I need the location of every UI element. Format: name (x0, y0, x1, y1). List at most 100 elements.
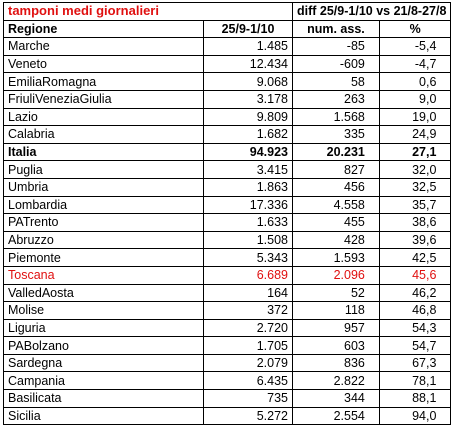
cell-period: 1.863 (203, 177, 293, 197)
cell-period: 12.434 (203, 54, 293, 74)
table-row: Puglia 3.415 827 32,0 (3, 160, 452, 179)
cell-pct: 0,6 (378, 72, 452, 91)
cell-abs: 52 (292, 283, 380, 303)
cell-region: PABolzano (3, 336, 204, 355)
cell-period: 6.435 (203, 371, 293, 391)
cell-pct: 38,6 (378, 213, 452, 232)
cell-period: 1.633 (203, 213, 293, 232)
table-row: Umbria 1.863 456 32,5 (3, 177, 452, 197)
cell-abs: 58 (292, 72, 380, 91)
title-row: tamponi medi giornalieri diff 25/9-1/10 … (3, 2, 452, 21)
table-row: EmiliaRomagna 9.068 58 0,6 (3, 72, 452, 91)
cell-pct: 19,0 (378, 107, 452, 127)
table-row: Piemonte 5.343 1.593 42,5 (3, 248, 452, 267)
cell-pct: 35,7 (378, 195, 452, 215)
cell-pct: 94,0 (378, 406, 452, 425)
table-row: Campania 6.435 2.822 78,1 (3, 371, 452, 391)
cell-abs: 1.568 (292, 107, 380, 127)
cell-abs: 344 (292, 389, 380, 408)
table-row: PATrento 1.633 455 38,6 (3, 213, 452, 232)
header-abs: num. ass. (292, 19, 380, 39)
table-row: Italia 94.923 20.231 27,1 (3, 142, 452, 162)
cell-period: 17.336 (203, 195, 293, 215)
cell-region: Umbria (3, 177, 204, 197)
header-row: Regione 25/9-1/10 num. ass. % (3, 19, 452, 39)
cell-abs: 335 (292, 125, 380, 144)
cell-period: 1.485 (203, 37, 293, 56)
cell-abs: 263 (292, 89, 380, 109)
cell-region: Sardegna (3, 353, 204, 373)
table-row: Sardegna 2.079 836 67,3 (3, 353, 452, 373)
table-row: PABolzano 1.705 603 54,7 (3, 336, 452, 355)
cell-period: 94.923 (203, 142, 293, 162)
cell-abs: 836 (292, 353, 380, 373)
cell-pct: 78,1 (378, 371, 452, 391)
cell-abs: 4.558 (292, 195, 380, 215)
cell-abs: 428 (292, 230, 380, 250)
diff-header: diff 25/9-1/10 vs 21/8-27/8 (291, 2, 452, 21)
cell-period: 2.079 (203, 353, 293, 373)
cell-period: 1.508 (203, 230, 293, 250)
table-row: Calabria 1.682 335 24,9 (3, 125, 452, 144)
table-row: Lombardia 17.336 4.558 35,7 (3, 195, 452, 215)
cell-abs: 455 (292, 213, 380, 232)
table-row: ValledAosta 164 52 46,2 (3, 283, 452, 303)
cell-abs: 827 (292, 160, 380, 179)
cell-region: Piemonte (3, 248, 204, 267)
cell-period: 735 (203, 389, 293, 408)
table-row: Marche 1.485 -85 -5,4 (3, 37, 452, 56)
cell-abs: 2.822 (292, 371, 380, 391)
table-row: Lazio 9.809 1.568 19,0 (3, 107, 452, 127)
cell-pct: 54,3 (378, 318, 452, 338)
cell-abs: 2.554 (292, 406, 380, 425)
cell-region: Marche (3, 37, 204, 56)
daily-tests-table: tamponi medi giornalieri diff 25/9-1/10 … (3, 2, 452, 425)
cell-pct: -4,7 (378, 54, 452, 74)
cell-region: Abruzzo (3, 230, 204, 250)
header-pct: % (378, 19, 452, 39)
cell-period: 3.415 (203, 160, 293, 179)
table-container: tamponi medi giornalieri diff 25/9-1/10 … (3, 2, 452, 425)
cell-region: Veneto (3, 54, 204, 74)
cell-abs: 957 (292, 318, 380, 338)
cell-pct: 54,7 (378, 336, 452, 355)
cell-pct: 67,3 (378, 353, 452, 373)
cell-region: ValledAosta (3, 283, 204, 303)
cell-region: Molise (3, 301, 204, 320)
cell-region: Basilicata (3, 389, 204, 408)
table-title: tamponi medi giornalieri (3, 2, 293, 21)
cell-abs: 603 (292, 336, 380, 355)
cell-region: Italia (3, 142, 204, 162)
cell-pct: 9,0 (378, 89, 452, 109)
table-row: FriuliVeneziaGiulia 3.178 263 9,0 (3, 89, 452, 109)
header-period: 25/9-1/10 (203, 19, 293, 39)
table-row: Basilicata 735 344 88,1 (3, 389, 452, 408)
cell-abs: 1.593 (292, 248, 380, 267)
cell-pct: 24,9 (378, 125, 452, 144)
cell-period: 164 (203, 283, 293, 303)
cell-period: 6.689 (203, 265, 293, 285)
cell-period: 372 (203, 301, 293, 320)
cell-region: Puglia (3, 160, 204, 179)
cell-pct: 42,5 (378, 248, 452, 267)
cell-region: Campania (3, 371, 204, 391)
cell-pct: 45,6 (378, 265, 452, 285)
cell-region: PATrento (3, 213, 204, 232)
cell-pct: 46,2 (378, 283, 452, 303)
table-row: Molise 372 118 46,8 (3, 301, 452, 320)
cell-period: 3.178 (203, 89, 293, 109)
cell-period: 5.343 (203, 248, 293, 267)
cell-pct: 39,6 (378, 230, 452, 250)
cell-period: 9.068 (203, 72, 293, 91)
cell-region: Toscana (3, 265, 204, 285)
cell-period: 9.809 (203, 107, 293, 127)
header-region: Regione (3, 19, 204, 39)
cell-period: 1.682 (203, 125, 293, 144)
cell-region: FriuliVeneziaGiulia (3, 89, 204, 109)
cell-region: Liguria (3, 318, 204, 338)
cell-abs: 20.231 (292, 142, 380, 162)
cell-period: 5.272 (203, 406, 293, 425)
table-row: Toscana 6.689 2.096 45,6 (3, 265, 452, 285)
cell-region: Lombardia (3, 195, 204, 215)
table-row: Abruzzo 1.508 428 39,6 (3, 230, 452, 250)
